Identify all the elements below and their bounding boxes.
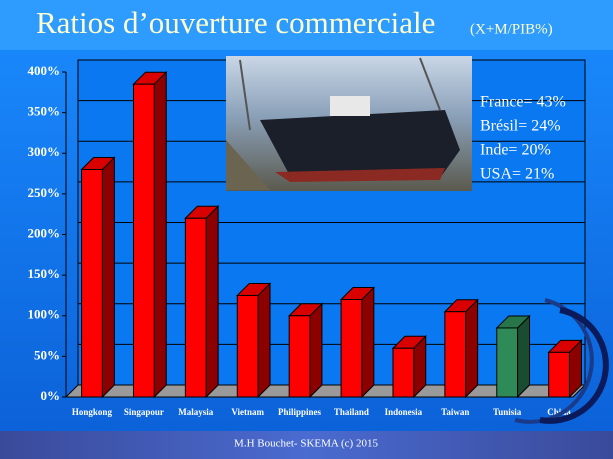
y-tick-label: 150% [28, 266, 61, 281]
y-tick-label: 200% [28, 225, 61, 240]
bar-side [466, 300, 478, 397]
x-tick-label: Tunisia [493, 407, 522, 417]
photo [226, 56, 472, 191]
slide: Ratios d’ouverture commerciale (X+M/PIB%… [0, 0, 613, 459]
x-tick-label: Thailand [334, 407, 369, 417]
annotation: USA= 21% [480, 166, 554, 183]
bar [445, 312, 466, 397]
bar-side [362, 288, 374, 398]
bar-side [206, 206, 218, 397]
annotation: Brésil= 24% [480, 118, 561, 135]
y-tick-label: 350% [28, 104, 61, 119]
chart-title: Ratios d’ouverture commerciale [36, 5, 435, 40]
y-tick-label: 300% [28, 144, 61, 159]
bar-side [310, 304, 322, 397]
y-tick-label: 250% [28, 185, 61, 200]
x-tick-label: Philippines [278, 407, 322, 417]
y-tick-label: 100% [28, 307, 61, 322]
bar-side [154, 72, 166, 397]
annotation: Inde= 20% [480, 142, 551, 159]
bar [237, 295, 258, 397]
bar [341, 300, 362, 398]
bar [289, 316, 310, 397]
annotation: France= 43% [480, 94, 566, 111]
bar-side [518, 316, 530, 397]
x-tick-label: Singapour [124, 407, 164, 417]
x-tick-label: Vietnam [231, 407, 264, 417]
y-tick-label: 400% [28, 63, 61, 78]
bar [497, 328, 518, 397]
bar [393, 348, 414, 397]
ship-hull [260, 110, 460, 178]
y-tick-label: 0% [41, 388, 61, 403]
x-tick-label: Malaysia [178, 407, 213, 417]
bar-side [258, 283, 270, 397]
bar [82, 170, 103, 398]
bar [133, 84, 154, 397]
x-tick-label: Indonesia [385, 407, 423, 417]
bar-side [102, 158, 114, 398]
y-tick-label: 50% [34, 347, 60, 362]
x-tick-label: Taiwan [441, 407, 469, 417]
chart-subtitle: (X+M/PIB%) [470, 21, 553, 37]
x-tick-label: Hongkong [72, 407, 113, 417]
ship-bridge [330, 96, 370, 116]
bar [185, 218, 206, 397]
bar [549, 352, 570, 397]
footer: M.H Bouchet- SKEMA (c) 2015 [234, 438, 378, 450]
